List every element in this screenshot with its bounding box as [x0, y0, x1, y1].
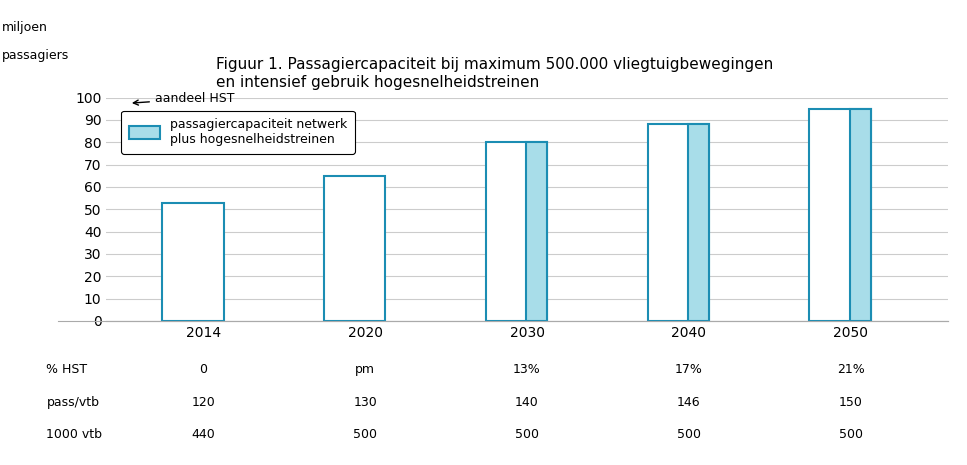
Text: 120: 120 [191, 396, 216, 409]
Bar [162, 203, 223, 321]
Bar [324, 176, 386, 321]
Bar [850, 109, 871, 321]
Text: 150: 150 [838, 396, 863, 409]
Text: 140: 140 [515, 396, 539, 409]
Bar [809, 109, 871, 321]
Legend: passagiercapaciteit netwerk
plus hogesnelheidstreinen: passagiercapaciteit netwerk plus hogesne… [121, 111, 355, 153]
Text: 17%: 17% [675, 363, 703, 376]
Text: passagiers: passagiers [2, 49, 70, 62]
Bar [688, 125, 709, 321]
Bar [526, 142, 547, 321]
Text: miljoen: miljoen [2, 21, 47, 34]
Text: 500: 500 [838, 428, 863, 441]
Text: % HST: % HST [46, 363, 88, 376]
Text: 500: 500 [515, 428, 539, 441]
Text: Figuur 1. Passagiercapaciteit bij maximum 500.000 vliegtuigbewegingen
en intensi: Figuur 1. Passagiercapaciteit bij maximu… [216, 57, 773, 90]
Text: pass/vtb: pass/vtb [46, 396, 100, 409]
Text: 1000 vtb: 1000 vtb [46, 428, 103, 441]
Text: 0: 0 [199, 363, 208, 376]
Text: aandeel HST: aandeel HST [133, 92, 234, 105]
Text: 130: 130 [353, 396, 377, 409]
Text: 440: 440 [191, 428, 216, 441]
Bar [485, 142, 547, 321]
Text: 500: 500 [677, 428, 701, 441]
Text: 21%: 21% [836, 363, 864, 376]
Text: 13%: 13% [513, 363, 541, 376]
Bar [648, 125, 709, 321]
Text: 146: 146 [677, 396, 701, 409]
Text: pm: pm [355, 363, 375, 376]
Text: 500: 500 [353, 428, 377, 441]
